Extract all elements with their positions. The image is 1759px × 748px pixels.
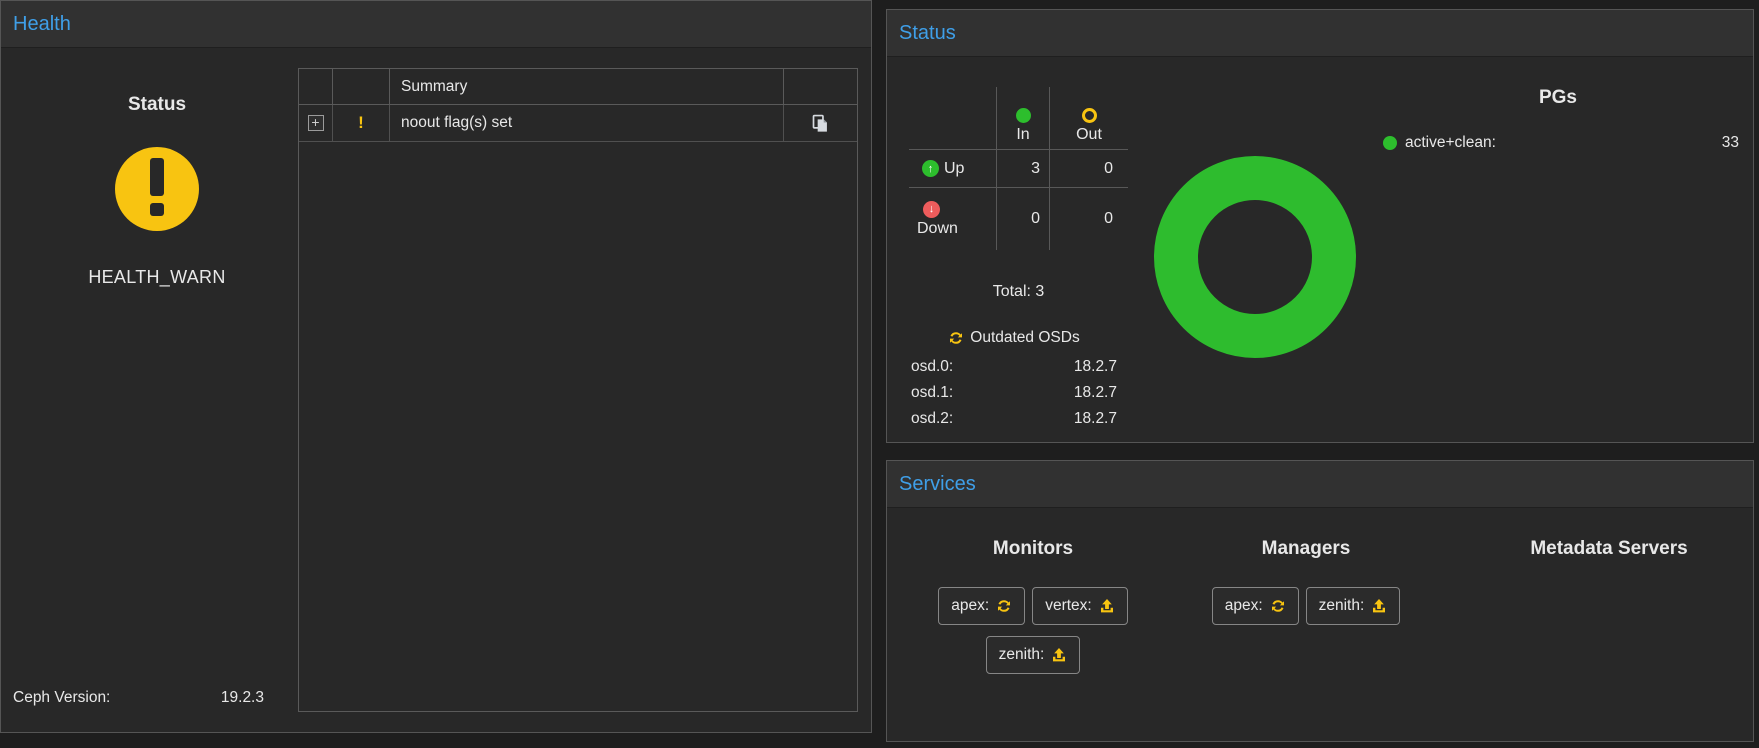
status-panel: Status In Out ↑ Up 3 0 ↓ Down 0 0 (886, 9, 1754, 443)
pgs-legend-value: 33 (1722, 134, 1739, 152)
osd-name: osd.1: (911, 384, 953, 402)
warning-exclamation-icon: ! (358, 113, 364, 133)
service-button-monitor-zenith[interactable]: zenith: (986, 636, 1081, 674)
pgs-donut-chart (1154, 156, 1356, 358)
service-name: zenith: (999, 646, 1045, 664)
service-button-manager-apex[interactable]: apex: (1212, 587, 1299, 625)
refresh-icon (1270, 598, 1286, 614)
ceph-version-label: Ceph Version: (13, 689, 110, 707)
osd-total: Total: 3 (909, 283, 1128, 301)
osd-version: 18.2.7 (1074, 358, 1117, 376)
osd-up-arrow-icon: ↑ (922, 160, 939, 177)
osd-out-label: Out (1076, 126, 1102, 144)
osd-up-in-count: 3 (997, 149, 1050, 187)
osd-version: 18.2.7 (1074, 384, 1117, 402)
expand-row-icon[interactable]: + (308, 115, 324, 131)
outdated-osd-row: osd.2: 18.2.7 (911, 406, 1117, 432)
osd-name: osd.0: (911, 358, 953, 376)
health-warning-icon (115, 147, 199, 231)
refresh-icon (996, 598, 1012, 614)
metadata-servers-column: Metadata Servers (1489, 538, 1729, 587)
osd-inout-grid: In Out ↑ Up 3 0 ↓ Down 0 0 (909, 87, 1128, 250)
service-name: apex: (951, 597, 989, 615)
table-header-row: Summary (299, 69, 857, 105)
osd-in-dot-icon (1016, 108, 1031, 123)
osd-out-ring-icon (1082, 108, 1097, 123)
health-summary-table: Summary + ! noout flag(s) set (298, 68, 858, 712)
ceph-version-value: 19.2.3 (221, 689, 264, 707)
service-button-monitor-apex[interactable]: apex: (938, 587, 1025, 625)
managers-heading: Managers (1186, 538, 1426, 560)
outdated-osd-row: osd.0: 18.2.7 (911, 354, 1117, 380)
summary-cell: noout flag(s) set (390, 105, 784, 141)
upload-icon (1099, 598, 1115, 614)
osd-up-label: Up (944, 160, 964, 178)
monitors-heading: Monitors (913, 538, 1153, 560)
osd-name: osd.2: (911, 410, 953, 428)
health-panel: Health Status HEALTH_WARN Summary + ! (0, 0, 872, 733)
legend-dot-icon (1383, 136, 1397, 150)
pgs-block: PGs active+clean: 33 (1377, 87, 1739, 152)
osd-in-label: In (1016, 126, 1029, 144)
table-row[interactable]: + ! noout flag(s) set (299, 105, 857, 142)
osd-down-in-count: 0 (997, 187, 1050, 250)
status-panel-title: Status (887, 10, 1753, 57)
service-button-monitor-vertex[interactable]: vertex: (1032, 587, 1128, 625)
ceph-version-row: Ceph Version: 19.2.3 (13, 689, 264, 707)
monitors-column: Monitors apex: vertex: (913, 538, 1153, 674)
osd-version: 18.2.7 (1074, 410, 1117, 428)
health-status-value: HEALTH_WARN (9, 267, 305, 288)
service-button-manager-zenith[interactable]: zenith: (1306, 587, 1401, 625)
refresh-icon (948, 330, 964, 346)
osd-down-arrow-icon: ↓ (923, 201, 940, 218)
service-name: apex: (1225, 597, 1263, 615)
pgs-heading: PGs (1377, 87, 1739, 109)
osd-up-out-count: 0 (1050, 149, 1128, 187)
health-panel-title: Health (1, 1, 871, 48)
pgs-legend-row: active+clean: 33 (1377, 134, 1739, 152)
services-panel: Services Monitors apex: vertex: (886, 460, 1754, 742)
health-status-column: Status HEALTH_WARN (9, 94, 305, 288)
osd-down-out-count: 0 (1050, 187, 1128, 250)
osd-down-label: Down (917, 220, 958, 238)
copy-icon[interactable] (812, 114, 829, 133)
services-panel-title: Services (887, 461, 1753, 508)
upload-icon (1371, 598, 1387, 614)
outdated-osds-block: Outdated OSDs osd.0: 18.2.7 osd.1: 18.2.… (911, 329, 1117, 432)
outdated-osds-heading: Outdated OSDs (970, 329, 1079, 347)
pgs-legend-label: active+clean: (1405, 134, 1496, 152)
upload-icon (1051, 647, 1067, 663)
summary-column-header: Summary (390, 69, 784, 104)
metadata-servers-heading: Metadata Servers (1489, 538, 1729, 560)
service-name: zenith: (1319, 597, 1365, 615)
status-heading: Status (9, 94, 305, 116)
outdated-osd-row: osd.1: 18.2.7 (911, 380, 1117, 406)
managers-column: Managers apex: zenith: (1186, 538, 1426, 625)
service-name: vertex: (1045, 597, 1092, 615)
